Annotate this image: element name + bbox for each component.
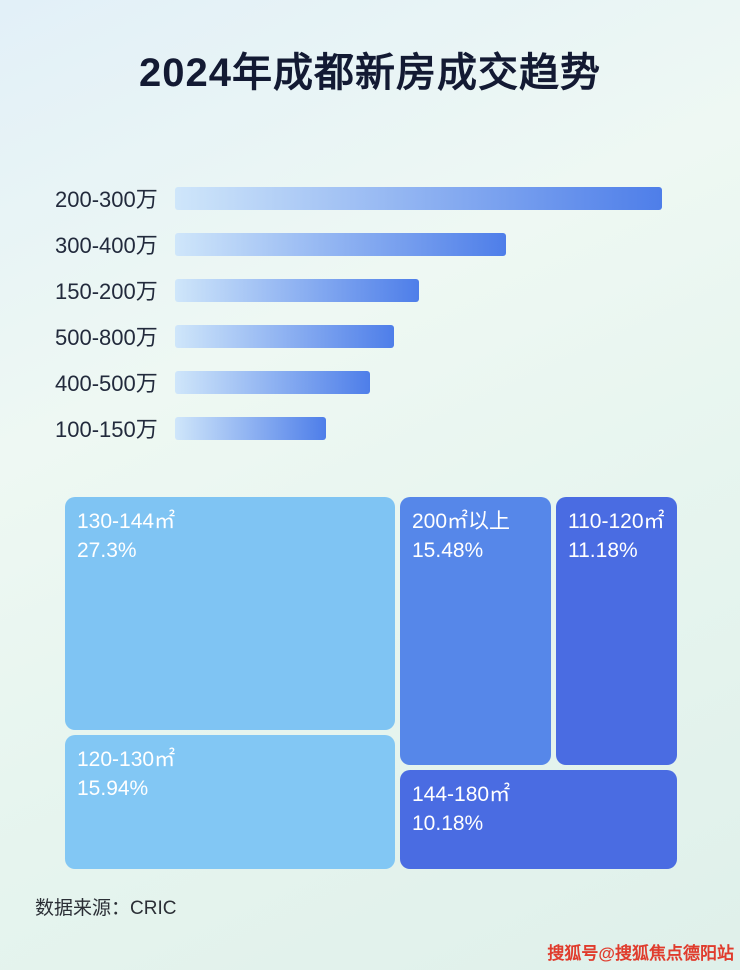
bar-label: 300-400万	[55, 233, 158, 258]
bar	[175, 370, 370, 394]
bar	[175, 232, 507, 256]
bar	[175, 278, 419, 302]
bar-label: 150-200万	[55, 279, 158, 304]
treemap-box-144-180: 144-180㎡ 10.18%	[400, 770, 677, 869]
price-bar-chart: 200-300万 300-400万 150-200万 500-800万 400-500万…	[55, 186, 695, 462]
treemap-box-110-120: 110-120㎡ 11.18%	[556, 497, 677, 765]
treemap-box-value: 15.94%	[77, 777, 149, 801]
data-source: 数据来源：CRIC	[35, 898, 177, 919]
bar-track	[175, 324, 662, 348]
treemap-box-200-plus: 200㎡以上 15.48%	[400, 497, 551, 765]
bar-track	[175, 232, 662, 256]
treemap-box-value: 27.3%	[77, 539, 137, 563]
treemap-box-label: 110-120㎡	[568, 510, 665, 533]
bar	[175, 416, 326, 440]
bar-track	[175, 416, 662, 440]
bar	[175, 324, 395, 348]
page-title: 2024年成都新房成交趋势	[139, 51, 601, 95]
treemap-box-label: 130-144㎡	[77, 510, 176, 533]
bar-row: 200-300万	[55, 186, 695, 212]
bar-label: 400-500万	[55, 371, 158, 396]
treemap-box-label: 144-180㎡	[412, 783, 511, 806]
bar-row: 300-400万	[55, 232, 695, 258]
bar-track	[175, 186, 662, 210]
treemap-box-value: 11.18%	[568, 539, 638, 563]
treemap-box-label: 200㎡以上	[412, 510, 511, 533]
bar	[175, 186, 662, 210]
bar-row: 400-500万	[55, 370, 695, 396]
bar-row: 500-800万	[55, 324, 695, 350]
bar-track	[175, 278, 662, 302]
bar-label: 100-150万	[55, 417, 158, 442]
bar-row: 150-200万	[55, 278, 695, 304]
treemap-box-value: 15.48%	[412, 539, 484, 563]
treemap-box-label: 120-130㎡	[77, 748, 176, 771]
area-treemap: 130-144㎡ 27.3% 200㎡以上 15.48% 110-120㎡ 11…	[65, 497, 677, 869]
treemap-box-120-130: 120-130㎡ 15.94%	[65, 735, 395, 869]
bar-label: 200-300万	[55, 187, 158, 212]
bar-label: 500-800万	[55, 325, 158, 350]
treemap-box-value: 10.18%	[412, 812, 484, 836]
watermark: 搜狐号@搜狐焦点德阳站	[547, 944, 734, 963]
bar-track	[175, 370, 662, 394]
bar-row: 100-150万	[55, 416, 695, 442]
treemap-box-130-144: 130-144㎡ 27.3%	[65, 497, 395, 730]
